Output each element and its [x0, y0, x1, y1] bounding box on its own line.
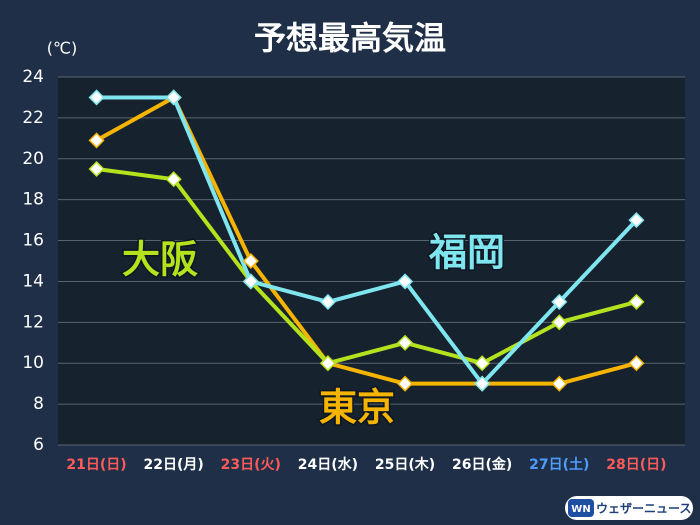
point-marker	[319, 293, 336, 310]
y-tick-label: 18	[22, 190, 44, 210]
point-marker	[242, 252, 259, 270]
series-label: 福岡	[428, 231, 505, 275]
y-tick-label: 24	[22, 67, 44, 87]
source-logo: WN	[571, 504, 590, 515]
y-tick-label: 20	[22, 149, 44, 169]
point-marker	[628, 293, 645, 310]
plot-area	[58, 77, 685, 445]
y-tick-label: 10	[22, 353, 44, 373]
x-tick-label: 21日(日)	[66, 457, 126, 473]
point-marker	[165, 171, 182, 188]
point-marker	[88, 89, 105, 106]
logo-bg	[568, 499, 594, 517]
y-tick-label: 8	[33, 394, 44, 414]
y-tick-label: 12	[22, 312, 44, 332]
series-label: 東京	[319, 386, 395, 430]
point-marker	[88, 160, 105, 178]
point-marker	[397, 375, 414, 392]
source-name: ウェザーニュース	[596, 502, 691, 516]
point-marker	[165, 89, 182, 106]
x-tick-label: 28日(日)	[606, 457, 666, 473]
y-tick-label: 22	[22, 108, 44, 128]
point-marker	[319, 355, 336, 372]
y-tick-label: 16	[22, 231, 44, 251]
y-tick-label: 6	[33, 435, 44, 455]
point-marker	[551, 293, 568, 310]
series-line	[96, 167, 637, 366]
x-tick-label: 27日(土)	[529, 456, 589, 473]
point-marker	[397, 334, 414, 351]
x-tick-label: 26日(金)	[452, 456, 512, 473]
point-marker	[551, 375, 568, 392]
point-marker	[628, 212, 645, 229]
point-marker	[474, 355, 491, 372]
y-axis-label: (℃)	[47, 39, 77, 58]
series-line	[96, 95, 638, 386]
point-marker	[88, 132, 105, 149]
x-tick-label: 25日(木)	[375, 456, 435, 473]
badge-bg	[565, 496, 693, 520]
y-tick-label: 14	[22, 271, 44, 291]
point-marker	[474, 375, 491, 392]
series-label: 大阪	[122, 238, 198, 282]
point-marker	[628, 355, 645, 372]
x-tick-label: 23日(火)	[221, 457, 281, 473]
point-marker	[397, 273, 414, 290]
point-marker	[242, 273, 259, 290]
x-tick-label: 22日(月)	[144, 457, 204, 473]
x-tick-label: 24日(水)	[298, 456, 358, 473]
point-marker	[551, 314, 568, 331]
source-badge: WN ウェザーニュース	[565, 496, 693, 520]
chart-title: 予想最高気温	[254, 19, 446, 57]
